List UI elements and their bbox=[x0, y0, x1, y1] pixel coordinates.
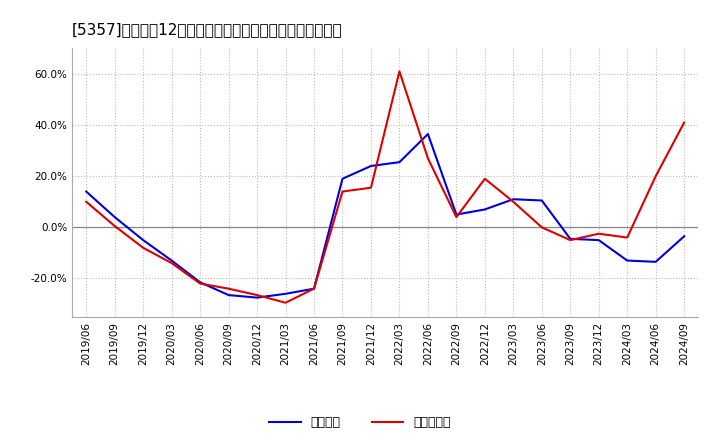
当期純利益 bbox=[566, 238, 575, 243]
当期純利益 bbox=[652, 173, 660, 179]
経常利益 bbox=[680, 234, 688, 239]
当期純利益 bbox=[282, 300, 290, 305]
経常利益 bbox=[310, 286, 318, 291]
Line: 当期純利益: 当期純利益 bbox=[86, 71, 684, 303]
経常利益 bbox=[623, 258, 631, 263]
経常利益 bbox=[225, 293, 233, 298]
経常利益 bbox=[509, 197, 518, 202]
当期純利益 bbox=[167, 260, 176, 266]
経常利益 bbox=[110, 214, 119, 220]
当期純利益 bbox=[310, 286, 318, 291]
当期純利益 bbox=[509, 199, 518, 205]
当期純利益 bbox=[253, 293, 261, 298]
経常利益 bbox=[423, 132, 432, 137]
経常利益 bbox=[652, 259, 660, 264]
経常利益 bbox=[595, 238, 603, 243]
経常利益 bbox=[395, 160, 404, 165]
当期純利益 bbox=[595, 231, 603, 236]
当期純利益 bbox=[623, 235, 631, 240]
経常利益 bbox=[282, 291, 290, 297]
当期純利益 bbox=[196, 281, 204, 286]
経常利益 bbox=[82, 189, 91, 194]
当期純利益 bbox=[395, 69, 404, 74]
当期純利益 bbox=[480, 176, 489, 181]
当期純利益 bbox=[366, 185, 375, 191]
当期純利益 bbox=[537, 225, 546, 230]
経常利益 bbox=[196, 280, 204, 285]
当期純利益 bbox=[423, 156, 432, 161]
Line: 経常利益: 経常利益 bbox=[86, 134, 684, 297]
経常利益 bbox=[537, 198, 546, 203]
経常利益 bbox=[452, 212, 461, 217]
Text: [5357]　利益だ12か月移動合計の対前年同期増減率の推移: [5357] 利益だ12か月移動合計の対前年同期増減率の推移 bbox=[72, 22, 343, 37]
経常利益 bbox=[167, 258, 176, 263]
当期純利益 bbox=[139, 245, 148, 250]
当期純利益 bbox=[225, 286, 233, 291]
経常利益 bbox=[566, 236, 575, 242]
経常利益 bbox=[253, 295, 261, 300]
Legend: 経常利益, 当期純利益: 経常利益, 当期純利益 bbox=[269, 416, 451, 429]
当期純利益 bbox=[110, 224, 119, 229]
当期純利益 bbox=[338, 189, 347, 194]
当期純利益 bbox=[82, 199, 91, 205]
経常利益 bbox=[139, 238, 148, 243]
経常利益 bbox=[480, 207, 489, 212]
経常利益 bbox=[366, 163, 375, 169]
当期純利益 bbox=[680, 120, 688, 125]
当期純利益 bbox=[452, 214, 461, 220]
経常利益 bbox=[338, 176, 347, 181]
